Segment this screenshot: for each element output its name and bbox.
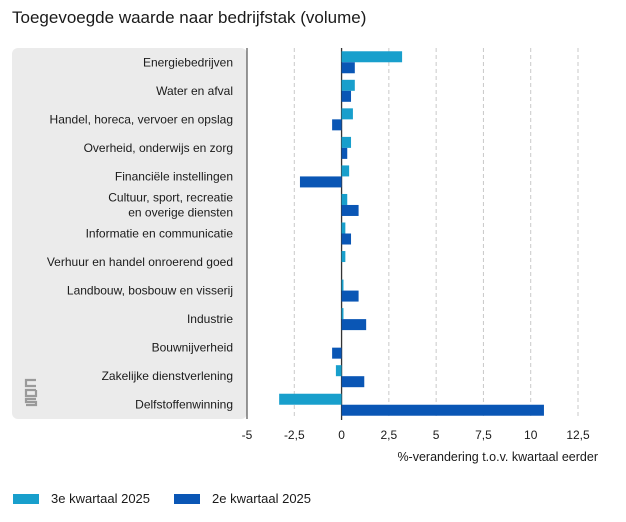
category-label: Energiebedrijven [143,55,233,69]
bar-q2 [299,176,342,188]
legend-item-q2: 2e kwartaal 2025 [174,491,311,506]
bar-q2 [332,347,342,359]
legend-item-q3: 3e kwartaal 2025 [13,491,150,506]
bar-q3 [335,365,342,377]
bar-q3 [279,393,342,405]
category-label: Water en afval [156,84,233,98]
x-tick-label: 0 [338,428,345,442]
chart-title: Toegevoegde waarde naar bedrijfstak (vol… [12,8,367,27]
bar-q2 [332,119,342,131]
bar-q2 [341,233,352,245]
category-label: en overige diensten [128,205,233,219]
bar-q3 [341,136,352,148]
bar-q3 [341,165,350,177]
category-label: Overheid, onderwijs en zorg [84,141,233,155]
bar-q2 [341,90,352,102]
category-label: Bouwnijverheid [152,341,233,355]
category-label: Delfstoffenwinning [135,398,233,412]
bar-q2 [341,204,359,216]
cbs-logo-icon [24,378,38,407]
bar-q2 [341,62,355,74]
x-tick-label: -5 [242,428,253,442]
category-label: Cultuur, sport, recreatie [108,190,233,204]
category-label: Informatie en communicatie [86,227,234,241]
bar-q2 [341,147,348,159]
bar-q2 [341,404,544,416]
bar-q3 [341,51,403,63]
bar-q2 [341,319,367,331]
legend-swatch-q3 [13,493,39,504]
bar-q3 [341,308,344,320]
category-label: Handel, horeca, vervoer en opslag [50,112,233,126]
category-label: Financiële instellingen [115,169,233,183]
bar-q3 [341,222,346,234]
category-label: Industrie [187,312,233,326]
bar-q3 [341,79,355,91]
bar-q2 [341,376,365,388]
bar-q3 [341,108,353,120]
category-label: Landbouw, bosbouw en visserij [67,284,233,298]
x-tick-label: 7,5 [475,428,492,442]
x-tick-label: 2,5 [381,428,398,442]
bar-q3 [341,193,348,205]
x-tick-label: -2,5 [284,428,305,442]
x-tick-label: 5 [433,428,440,442]
category-label: Zakelijke dienstverlening [102,369,233,383]
label-panel [12,48,247,419]
bar-q3 [341,251,346,263]
x-tick-label: 10 [524,428,538,442]
legend-swatch-q2 [174,493,200,504]
bar-q2 [341,290,359,302]
legend-label-q3: 3e kwartaal 2025 [51,491,151,506]
x-tick-label: 12,5 [566,428,590,442]
bar-q3 [341,279,344,291]
category-label: Verhuur en handel onroerend goed [47,255,233,269]
legend-label-q2: 2e kwartaal 2025 [212,491,312,506]
x-axis-label: %-verandering t.o.v. kwartaal eerder [397,450,598,464]
